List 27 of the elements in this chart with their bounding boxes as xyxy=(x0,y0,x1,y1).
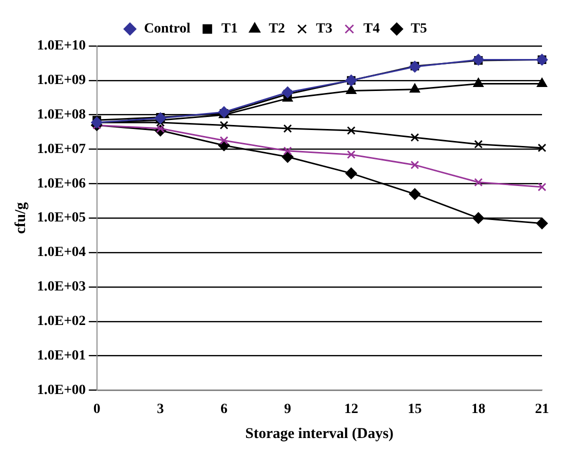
x-tick-label: 3 xyxy=(156,402,164,418)
y-tick-label: 1.0E+06 xyxy=(36,176,86,192)
x-tick-label: 9 xyxy=(284,402,292,418)
y-tick-label: 1.0E+10 xyxy=(36,38,86,54)
x-tick-label: 12 xyxy=(344,402,358,418)
y-tick-label: 1.0E+00 xyxy=(36,382,86,398)
y-tick-label: 1.0E+01 xyxy=(36,348,86,364)
legend-label: T1 xyxy=(221,22,238,37)
legend-label: Control xyxy=(144,22,190,37)
y-tick-label: 1.0E+02 xyxy=(36,314,86,329)
x-tick-label: 18 xyxy=(471,402,486,418)
legend-label: T3 xyxy=(316,22,332,37)
legend-label: T4 xyxy=(363,22,380,37)
legend-label: T2 xyxy=(268,22,286,37)
x-axis-title: Storage interval (Days) xyxy=(245,426,394,442)
x-tick-label: 21 xyxy=(535,402,549,418)
x-tick-label: 0 xyxy=(93,402,100,418)
y-tick-label: 1.0E+09 xyxy=(36,73,86,88)
y-axis-title: cfu/g xyxy=(12,202,29,234)
x-tick-label: 6 xyxy=(220,402,228,418)
y-tick-label: 1.0E+04 xyxy=(36,245,86,260)
y-tick-label: 1.0E+08 xyxy=(36,107,86,122)
legend-label: T5 xyxy=(410,22,428,37)
y-tick-label: 1.0E+03 xyxy=(36,280,86,295)
y-tick-label: 1.0E+05 xyxy=(36,210,86,226)
x-tick-label: 15 xyxy=(408,402,422,418)
y-tick-label: 1.0E+07 xyxy=(36,142,86,157)
